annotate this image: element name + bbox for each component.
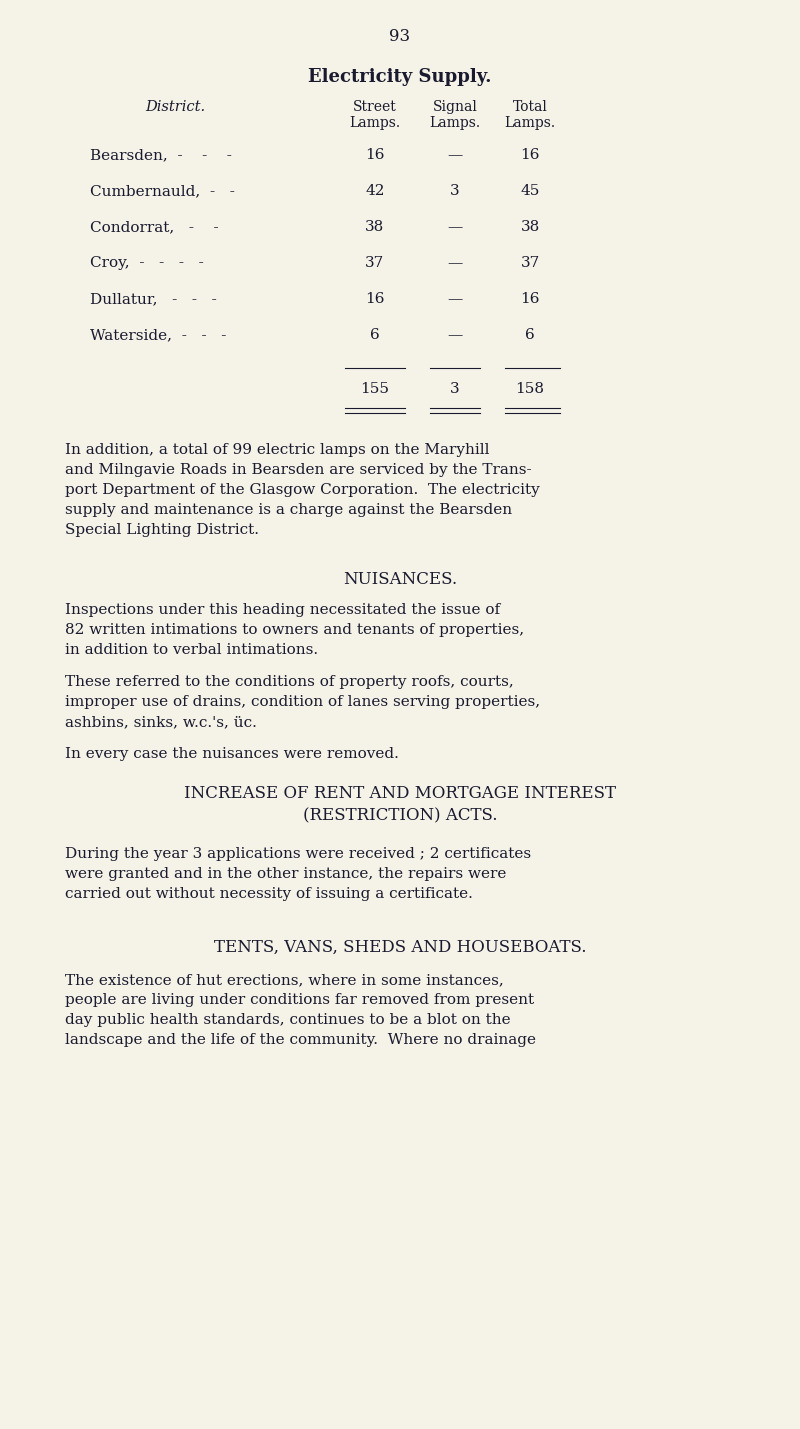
Text: 38: 38 — [520, 220, 540, 234]
Text: Total
Lamps.: Total Lamps. — [505, 100, 555, 130]
Text: —: — — [447, 220, 462, 234]
Text: Croy,  -   -   -   -: Croy, - - - - — [90, 256, 204, 270]
Text: 158: 158 — [515, 382, 545, 396]
Text: Waterside,  -   -   -: Waterside, - - - — [90, 329, 226, 342]
Text: Electricity Supply.: Electricity Supply. — [308, 69, 492, 86]
Text: ashbins, sinks, w.c.'s, üc.: ashbins, sinks, w.c.'s, üc. — [65, 714, 257, 729]
Text: NUISANCES.: NUISANCES. — [343, 572, 457, 587]
Text: Dullatur,   -   -   -: Dullatur, - - - — [90, 292, 217, 306]
Text: 82 written intimations to owners and tenants of properties,: 82 written intimations to owners and ten… — [65, 623, 524, 637]
Text: In addition, a total of 99 electric lamps on the Maryhill: In addition, a total of 99 electric lamp… — [65, 443, 490, 457]
Text: and Milngavie Roads in Bearsden are serviced by the Trans-: and Milngavie Roads in Bearsden are serv… — [65, 463, 532, 477]
Text: Condorrat,   -    -: Condorrat, - - — [90, 220, 218, 234]
Text: supply and maintenance is a charge against the Bearsden: supply and maintenance is a charge again… — [65, 503, 512, 517]
Text: port Department of the Glasgow Corporation.  The electricity: port Department of the Glasgow Corporati… — [65, 483, 540, 497]
Text: 6: 6 — [370, 329, 380, 342]
Text: Cumbernauld,  -   -: Cumbernauld, - - — [90, 184, 235, 199]
Text: Special Lighting District.: Special Lighting District. — [65, 523, 259, 537]
Text: 45: 45 — [520, 184, 540, 199]
Text: Street
Lamps.: Street Lamps. — [350, 100, 401, 130]
Text: 6: 6 — [525, 329, 535, 342]
Text: —: — — [447, 329, 462, 342]
Text: In every case the nuisances were removed.: In every case the nuisances were removed… — [65, 747, 399, 762]
Text: in addition to verbal intimations.: in addition to verbal intimations. — [65, 643, 318, 657]
Text: —: — — [447, 256, 462, 270]
Text: TENTS, VANS, SHEDS AND HOUSEBOATS.: TENTS, VANS, SHEDS AND HOUSEBOATS. — [214, 939, 586, 956]
Text: were granted and in the other instance, the repairs were: were granted and in the other instance, … — [65, 867, 506, 882]
Text: 38: 38 — [366, 220, 385, 234]
Text: people are living under conditions far removed from present: people are living under conditions far r… — [65, 993, 534, 1007]
Text: INCREASE OF RENT AND MORTGAGE INTEREST: INCREASE OF RENT AND MORTGAGE INTEREST — [184, 785, 616, 802]
Text: 155: 155 — [361, 382, 390, 396]
Text: 3: 3 — [450, 382, 460, 396]
Text: Inspections under this heading necessitated the issue of: Inspections under this heading necessita… — [65, 603, 500, 617]
Text: 37: 37 — [366, 256, 385, 270]
Text: Signal
Lamps.: Signal Lamps. — [430, 100, 481, 130]
Text: These referred to the conditions of property roofs, courts,: These referred to the conditions of prop… — [65, 674, 514, 689]
Text: 3: 3 — [450, 184, 460, 199]
Text: Bearsden,  -    -    -: Bearsden, - - - — [90, 149, 232, 161]
Text: 16: 16 — [366, 149, 385, 161]
Text: improper use of drains, condition of lanes serving properties,: improper use of drains, condition of lan… — [65, 694, 540, 709]
Text: 42: 42 — [366, 184, 385, 199]
Text: —: — — [447, 292, 462, 306]
Text: 16: 16 — [520, 292, 540, 306]
Text: District.: District. — [145, 100, 205, 114]
Text: The existence of hut erections, where in some instances,: The existence of hut erections, where in… — [65, 973, 504, 987]
Text: 16: 16 — [366, 292, 385, 306]
Text: During the year 3 applications were received ; 2 certificates: During the year 3 applications were rece… — [65, 847, 531, 862]
Text: carried out without necessity of issuing a certificate.: carried out without necessity of issuing… — [65, 887, 473, 902]
Text: 93: 93 — [390, 29, 410, 44]
Text: landscape and the life of the community.  Where no drainage: landscape and the life of the community.… — [65, 1033, 536, 1047]
Text: 37: 37 — [520, 256, 540, 270]
Text: —: — — [447, 149, 462, 161]
Text: (RESTRICTION) ACTS.: (RESTRICTION) ACTS. — [302, 807, 498, 825]
Text: day public health standards, continues to be a blot on the: day public health standards, continues t… — [65, 1013, 510, 1027]
Text: 16: 16 — [520, 149, 540, 161]
